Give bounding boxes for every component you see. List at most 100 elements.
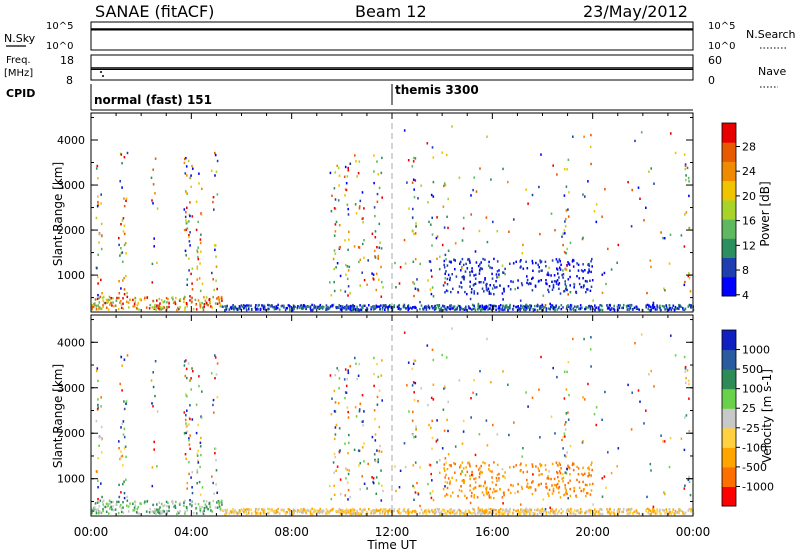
radar-cell [525,260,527,263]
radar-cell [671,510,673,514]
radar-cell [563,290,565,293]
radar-cell [529,304,531,307]
radar-cell [541,512,543,516]
radar-cell [431,479,433,482]
radar-cell [220,499,223,502]
radar-cell [329,484,331,488]
radar-cell [376,449,378,452]
radar-cell [613,508,615,512]
radar-cell [481,508,483,511]
radar-cell [344,290,347,293]
radar-cell [198,182,200,185]
radar-cell [457,291,459,294]
radar-cell [469,261,471,264]
radar-cell [358,408,361,411]
radar-cell [126,504,128,507]
radar-cell [267,303,269,307]
radar-cell [441,447,444,450]
radar-cell [97,403,99,407]
radar-cell [560,467,562,470]
radar-cell [567,508,569,511]
radar-cell [393,509,395,512]
radar-cell [216,287,218,291]
radar-cell [517,307,520,310]
radar-cell [534,304,536,308]
radar-cell [566,451,568,454]
radar-cell [91,308,93,311]
radar-cell [587,475,589,478]
radar-cell [154,394,156,398]
radar-cell [356,305,358,309]
radar-cell [680,305,683,309]
radar-cell [347,207,349,211]
radar-cell [370,306,372,309]
radar-cell [286,511,288,514]
radar-cell [545,482,547,486]
radar-cell [407,308,409,312]
radar-cell [512,262,515,265]
radar-cell [435,510,437,514]
radar-cell [536,303,539,307]
radar-cell [121,219,124,222]
radar-cell [650,469,652,472]
radar-cell [165,296,168,300]
radar-cell [373,453,376,456]
radar-cell [124,445,127,448]
radar-cell [262,510,265,513]
radar-cell [562,435,564,439]
radar-cell [425,308,428,311]
radar-cell [331,194,333,197]
radar-cell [93,506,95,510]
radar-cell [664,289,666,292]
radar-cell [464,308,467,311]
radar-cell [263,509,266,513]
radar-cell [200,436,202,440]
radar-cell [576,509,579,512]
radar-cell [179,306,181,309]
radar-cell [188,461,190,464]
radar-cell [496,260,499,263]
radar-cell [564,471,567,474]
radar-cell [300,304,303,307]
radar-cell [496,276,498,279]
radar-cell [358,205,361,208]
radar-cell [154,510,156,513]
radar-cell [97,479,99,482]
radar-cell [564,225,567,228]
radar-cell [689,305,692,309]
radar-cell [115,503,118,506]
radar-cell [438,268,441,271]
radar-cell [594,511,597,514]
radar-cell [97,195,99,198]
radar-cell [381,510,384,514]
radar-cell [123,288,126,291]
radar-cell [542,305,544,308]
radar-cell [213,208,215,211]
radar-cell [275,307,277,311]
radar-cell [565,412,568,415]
radar-cell [688,194,690,198]
radar-cell [203,305,205,309]
radar-cell [648,512,651,516]
radar-cell [501,496,504,499]
radar-cell [407,361,410,364]
radar-cell [561,438,563,442]
y-tick-label: 4000 [57,134,85,147]
radar-cell [151,510,154,513]
radar-cell [554,308,556,311]
radar-cell [206,303,208,306]
radar-cell [442,308,445,312]
radar-cell [587,492,589,495]
radar-cell [648,308,651,312]
radar-cell [352,512,355,515]
radar-cell [558,479,560,483]
radar-cell [588,471,590,475]
radar-cell [445,258,447,261]
radar-cell [103,301,106,305]
radar-cell [590,304,593,308]
colorbar-tick-label: 20 [742,190,756,203]
radar-cell [143,298,146,301]
radar-cell [462,227,465,230]
radar-cell [690,508,692,511]
